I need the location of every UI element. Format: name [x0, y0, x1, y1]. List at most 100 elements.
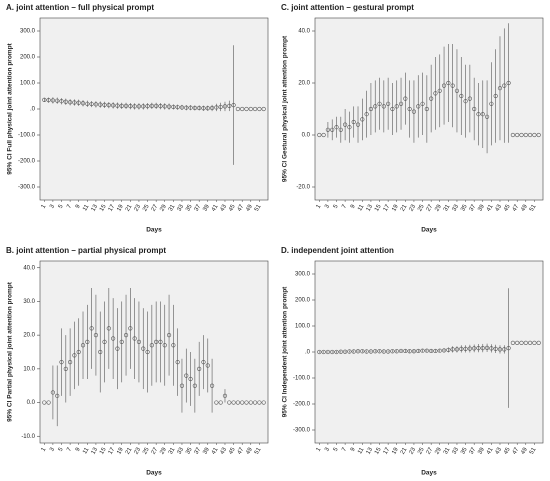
mean-point: [476, 346, 481, 351]
x-tick-label: 17: [108, 203, 117, 212]
x-tick-label: 19: [391, 446, 400, 455]
y-tick-label: 100.0: [20, 81, 36, 87]
mean-point: [46, 400, 51, 405]
mean-point: [248, 106, 253, 112]
x-tick-label: 15: [374, 203, 383, 212]
x-tick-label: 49: [245, 446, 254, 455]
x-tick-label: 11: [82, 203, 91, 212]
x-tick-label: 29: [159, 203, 168, 212]
x-tick-label: 45: [503, 446, 512, 455]
x-tick-label: 21: [125, 446, 134, 455]
x-tick-label: 23: [134, 446, 143, 455]
mean-point: [197, 105, 202, 111]
mean-point: [381, 104, 386, 109]
mean-point: [72, 100, 77, 105]
mean-point: [184, 105, 189, 110]
mean-point: [248, 400, 253, 405]
x-tick-label: 3: [324, 446, 331, 452]
mean-point: [480, 346, 485, 351]
x-tick-label: 49: [520, 446, 529, 455]
mean-point: [459, 93, 464, 99]
mean-point: [154, 103, 159, 108]
mean-point: [158, 104, 163, 109]
x-tick-label: 1: [41, 203, 48, 209]
mean-point: [364, 112, 369, 117]
mean-point: [102, 339, 107, 344]
mean-point: [111, 103, 116, 108]
mean-point: [205, 106, 210, 111]
mean-point: [154, 339, 159, 344]
mean-point: [240, 400, 245, 405]
mean-point: [536, 340, 541, 346]
x-tick-label: 25: [142, 446, 151, 455]
mean-point: [252, 106, 258, 112]
mean-point: [390, 349, 395, 354]
mean-point: [162, 104, 167, 109]
x-tick-label: 3: [324, 203, 331, 209]
mean-point: [55, 98, 60, 103]
mean-point: [141, 346, 146, 351]
mean-point: [386, 349, 391, 354]
mean-point: [403, 96, 408, 101]
panel-title: A. joint attention – full physical promp…: [6, 3, 154, 12]
mean-point: [145, 349, 150, 355]
mean-point: [257, 400, 262, 405]
mean-point: [149, 343, 154, 348]
mean-point: [532, 340, 537, 346]
x-tick-label: 49: [520, 203, 529, 212]
mean-point: [433, 348, 438, 354]
mean-point: [179, 105, 185, 110]
mean-point: [85, 101, 90, 106]
x-axis-label: Days: [421, 470, 437, 477]
mean-point: [80, 343, 86, 348]
mean-point: [420, 101, 425, 106]
mean-point: [171, 343, 176, 348]
mean-point: [218, 400, 223, 405]
x-tick-label: 7: [341, 203, 348, 209]
mean-point: [214, 105, 219, 110]
mean-point: [515, 340, 520, 346]
x-tick-label: 3: [49, 203, 56, 209]
x-tick-label: 5: [58, 203, 65, 209]
mean-point: [197, 366, 202, 371]
mean-point: [123, 103, 129, 108]
mean-point: [231, 400, 236, 405]
x-tick-label: 35: [460, 446, 469, 455]
mean-point: [377, 101, 382, 106]
mean-point: [506, 80, 511, 86]
mean-point: [201, 106, 206, 111]
x-tick-label: 35: [460, 203, 469, 212]
mean-point: [111, 336, 116, 341]
mean-point: [59, 360, 64, 365]
mean-point: [347, 125, 352, 130]
mean-point: [411, 349, 417, 354]
mean-point: [330, 127, 335, 132]
mean-point: [394, 104, 399, 109]
mean-point: [123, 333, 129, 338]
y-axis-label: 95% CI Full physical joint attention pro…: [7, 42, 14, 174]
plot-area: [39, 17, 269, 201]
mean-point: [209, 383, 215, 388]
y-tick-label: -300.0: [18, 185, 36, 191]
mean-point: [377, 349, 382, 354]
x-tick-label: 35: [185, 446, 194, 455]
mean-point: [89, 326, 94, 331]
mean-point: [214, 400, 219, 405]
x-tick-label: 41: [486, 446, 495, 455]
mean-point: [497, 347, 503, 352]
y-tick-label: 40.0: [23, 265, 35, 271]
mean-point: [227, 400, 232, 405]
mean-point: [334, 125, 339, 130]
x-tick-label: 31: [443, 203, 452, 212]
mean-point: [42, 97, 47, 102]
mean-point: [407, 349, 412, 354]
y-tick-label: 0.0: [302, 133, 311, 139]
mean-point: [68, 360, 73, 365]
mean-point: [502, 347, 507, 352]
mean-point: [484, 114, 490, 119]
y-tick-label: 30.0: [23, 299, 35, 305]
mean-point: [446, 80, 451, 86]
mean-point: [441, 348, 447, 353]
x-tick-label: 9: [350, 203, 357, 209]
mean-point: [463, 99, 468, 104]
